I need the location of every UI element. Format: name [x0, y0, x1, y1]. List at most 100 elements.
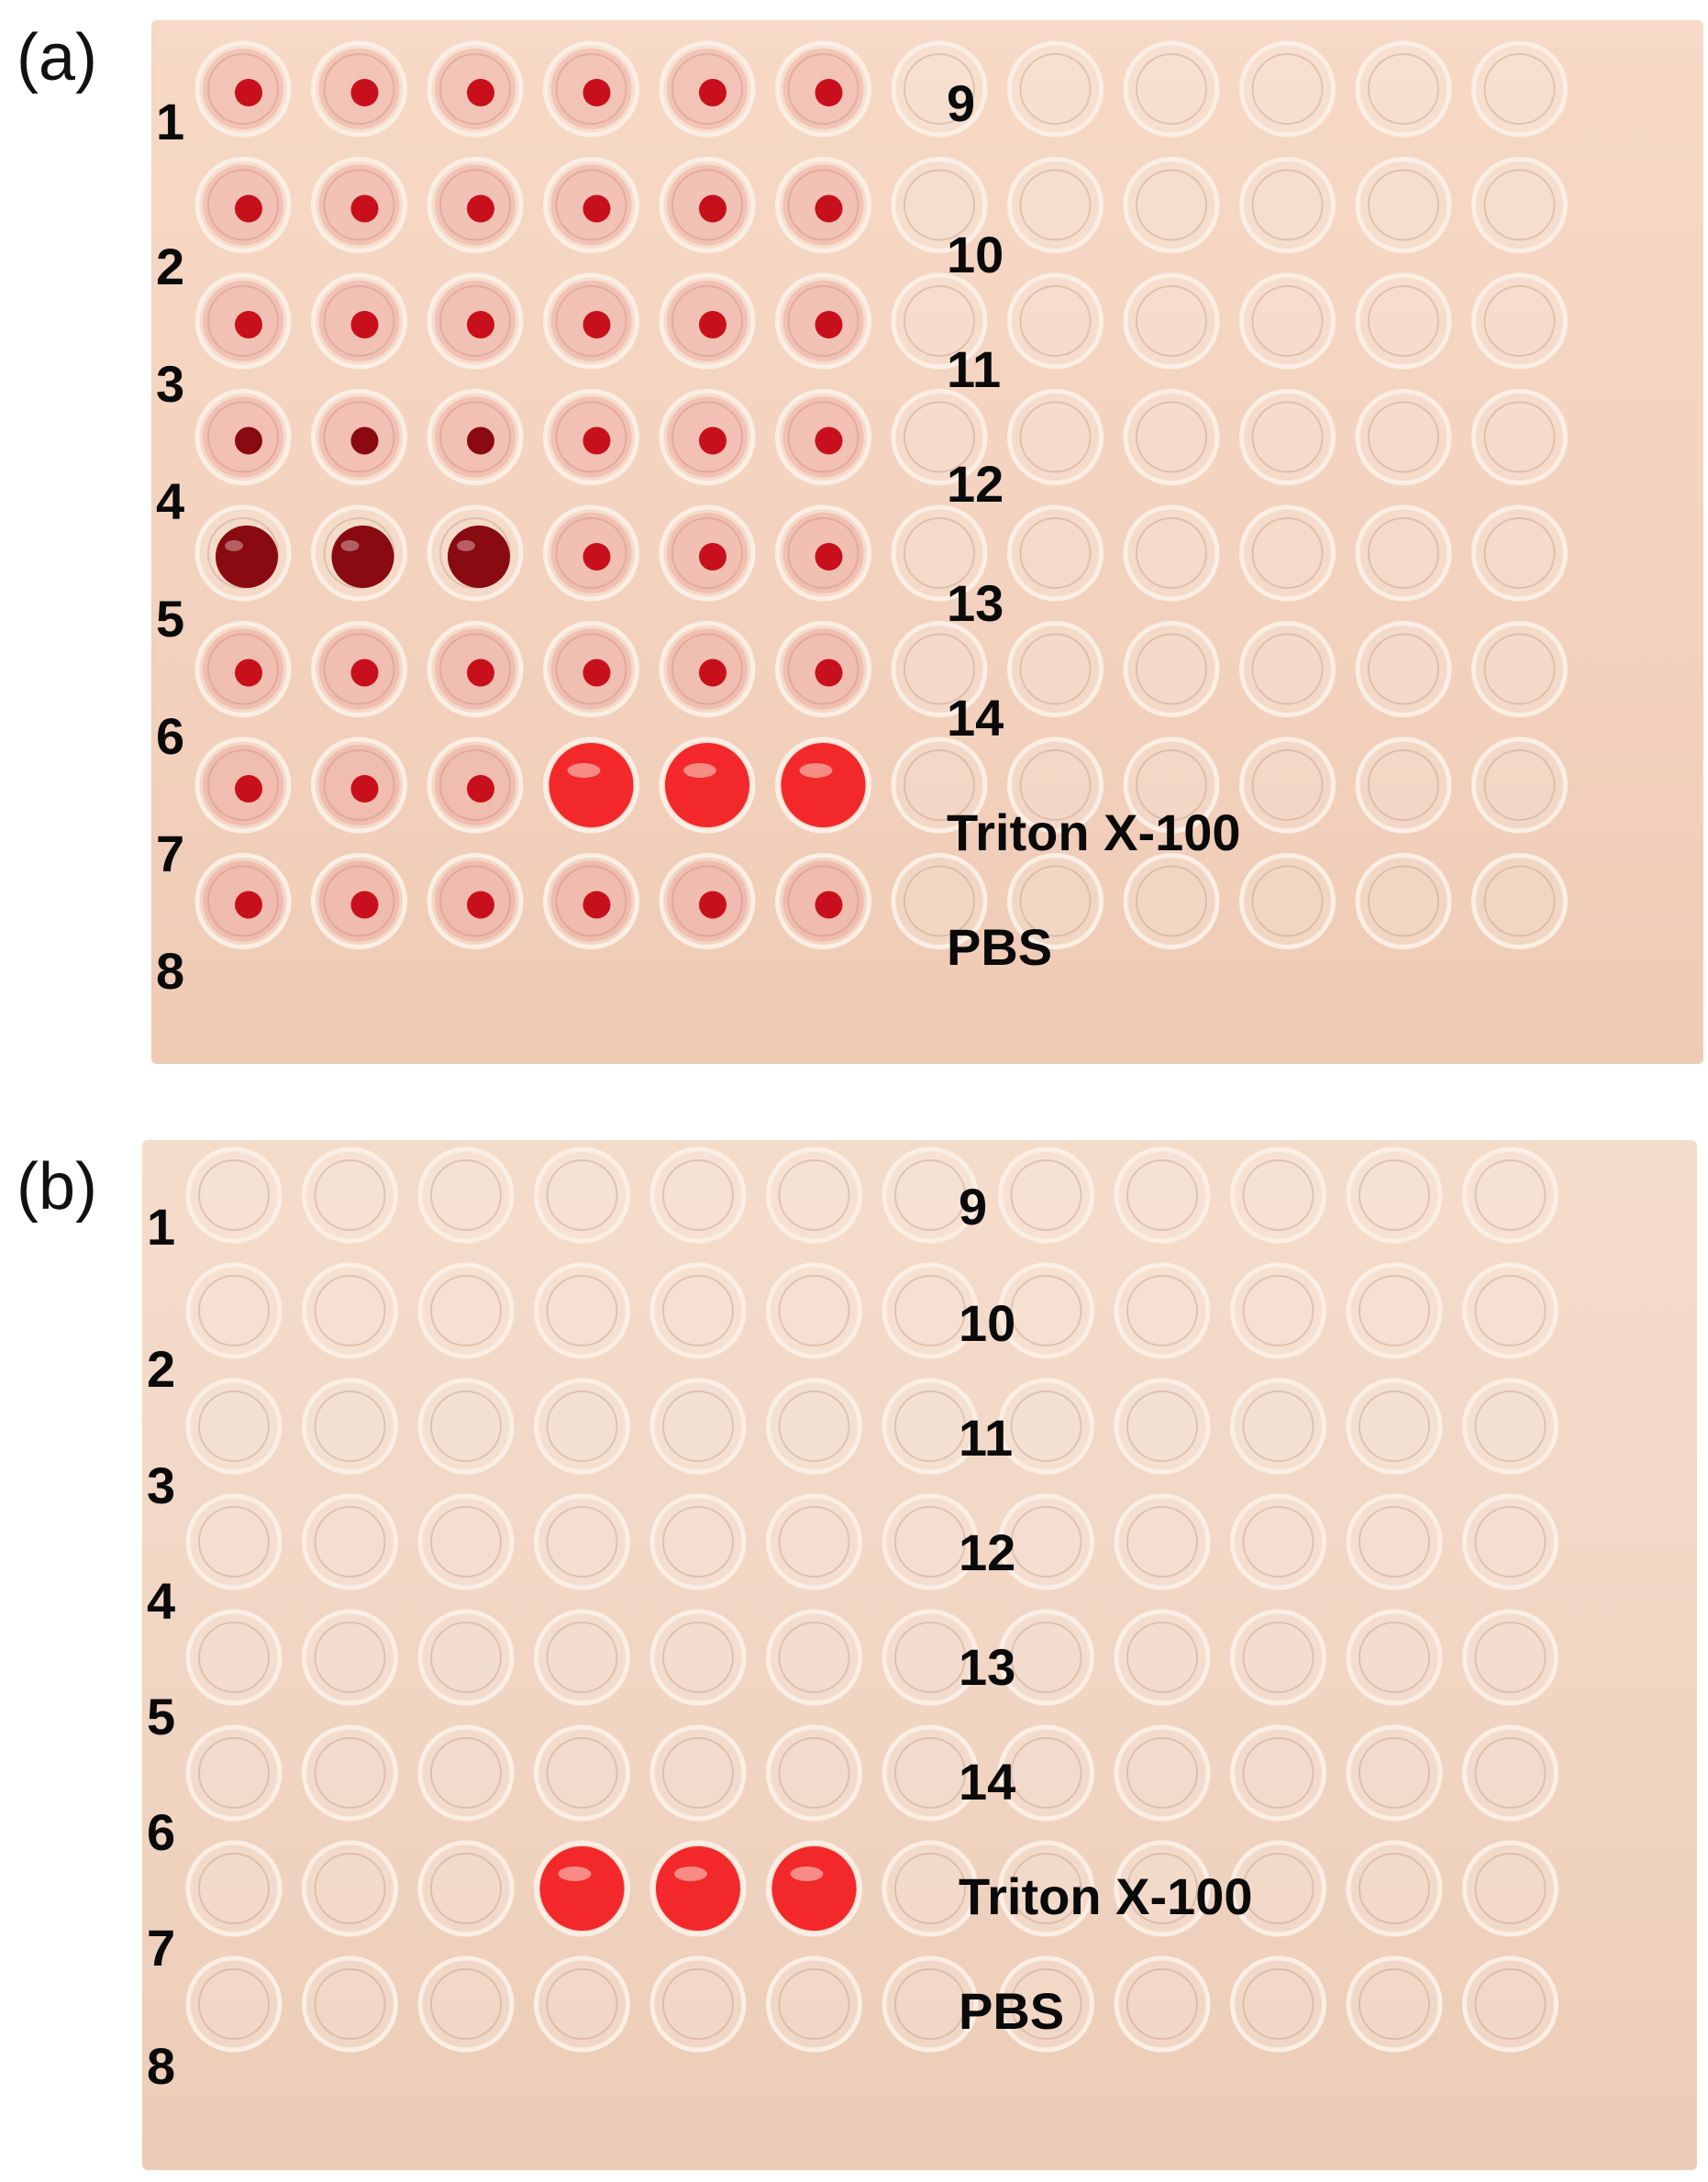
well: [1114, 1840, 1211, 1937]
well: [543, 737, 639, 834]
well: [543, 157, 639, 253]
well: [1230, 1955, 1326, 2053]
well: [766, 1146, 862, 1244]
well: [1123, 272, 1220, 370]
well: [1230, 1262, 1326, 1359]
well: [766, 1493, 862, 1590]
well: [1462, 1146, 1558, 1244]
row-label: 6: [156, 707, 185, 765]
well: [302, 1262, 398, 1359]
well: [1355, 272, 1452, 370]
well: [649, 1493, 747, 1590]
well: [194, 389, 292, 485]
sample-label: 14: [959, 1753, 1016, 1811]
well: [1462, 1493, 1558, 1590]
panel-b: (b) 1 2 3 4 5 6 7 8 9 10 11 12 13 14 Tri…: [0, 1124, 1708, 2182]
well: [1471, 853, 1568, 949]
well: [534, 1378, 630, 1475]
well: [882, 1146, 979, 1244]
well: [302, 1378, 398, 1475]
well: [185, 1609, 283, 1706]
row-label: 7: [147, 1919, 176, 1977]
sample-label: 9: [947, 74, 976, 132]
well: [1230, 1378, 1326, 1475]
well: [1239, 272, 1336, 370]
row-label: 8: [147, 2037, 176, 2095]
well: [302, 1724, 398, 1822]
well: [534, 1955, 630, 2053]
well: [775, 504, 871, 602]
well: [659, 853, 756, 949]
well: [534, 1262, 630, 1359]
well: [534, 1840, 630, 1937]
well: [1239, 389, 1336, 485]
well: [998, 1493, 1094, 1590]
well: [882, 1840, 979, 1937]
well: [659, 157, 756, 253]
row-label: 5: [156, 590, 185, 648]
well: [427, 504, 524, 602]
well: [1355, 157, 1452, 253]
well: [1346, 1724, 1443, 1822]
panel-label: (b): [17, 1150, 97, 1224]
sample-label: 9: [959, 1178, 988, 1235]
well: [427, 853, 524, 949]
well: [311, 40, 407, 138]
well: [1346, 1609, 1443, 1706]
well: [543, 389, 639, 485]
well: [185, 1840, 283, 1937]
panel-label: (a): [17, 21, 97, 94]
row-label: 4: [147, 1572, 176, 1630]
well: [775, 853, 871, 949]
well: [891, 621, 988, 717]
well: [998, 1609, 1094, 1706]
well: [882, 1378, 979, 1475]
well: [775, 621, 871, 717]
well: [649, 1146, 747, 1244]
well: [649, 1955, 747, 2053]
well: [534, 1146, 630, 1244]
well: [1123, 389, 1220, 485]
sample-label: Triton X-100: [959, 1867, 1253, 1925]
well: [1123, 853, 1220, 949]
row-label: 8: [156, 942, 185, 1000]
well: [1007, 389, 1104, 485]
well: [891, 504, 988, 602]
well: [1355, 621, 1452, 717]
well: [417, 1493, 515, 1590]
well: [649, 1724, 747, 1822]
well: [659, 272, 756, 370]
well: [1462, 1262, 1558, 1359]
row-label: 1: [156, 93, 185, 150]
well: [882, 1955, 979, 2053]
well: [1355, 389, 1452, 485]
well: [1462, 1609, 1558, 1706]
well: [185, 1378, 283, 1475]
well: [1007, 853, 1104, 949]
well: [1355, 853, 1452, 949]
well: [194, 504, 292, 602]
well: [1346, 1146, 1443, 1244]
row-label: 3: [156, 355, 185, 413]
well: [891, 853, 988, 949]
well: [1346, 1955, 1443, 2053]
well: [1355, 40, 1452, 138]
well: [1114, 1146, 1211, 1244]
well: [194, 621, 292, 717]
well: [194, 853, 292, 949]
well: [659, 40, 756, 138]
well: [882, 1262, 979, 1359]
well: [417, 1609, 515, 1706]
sample-label: 13: [959, 1638, 1016, 1696]
well: [766, 1955, 862, 2053]
well: [1007, 272, 1104, 370]
well: [775, 40, 871, 138]
row-label: 2: [156, 238, 185, 295]
well: [311, 504, 407, 602]
well: [1239, 621, 1336, 717]
row-label: 4: [156, 472, 185, 530]
well: [1471, 737, 1568, 834]
well: [427, 389, 524, 485]
well: [427, 621, 524, 717]
well: [998, 1146, 1094, 1244]
